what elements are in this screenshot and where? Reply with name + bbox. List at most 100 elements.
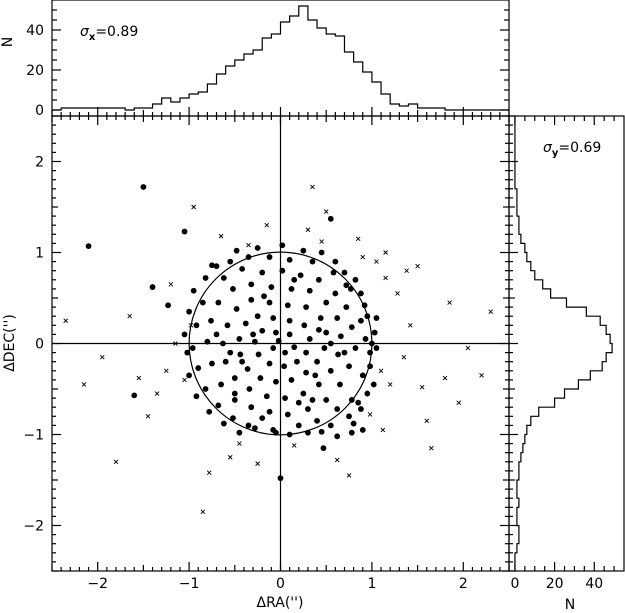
data-point-dot xyxy=(231,375,238,381)
cross-stroke xyxy=(419,384,425,390)
data-point-dot xyxy=(85,243,92,250)
data-point-dot xyxy=(199,299,206,306)
y-axis-label: ΔDEC('') xyxy=(2,314,18,372)
top-histogram-steps xyxy=(52,5,509,111)
right-x-tick-label: 0 xyxy=(510,576,519,592)
data-point-cross xyxy=(319,239,324,244)
data-point-cross xyxy=(154,391,160,396)
data-point-dot xyxy=(181,228,188,235)
x-tick-label: 1 xyxy=(367,576,376,592)
data-point-dot xyxy=(359,372,366,379)
data-point-dot xyxy=(343,304,350,310)
data-point-dot xyxy=(245,422,252,429)
cross-stroke xyxy=(447,300,452,305)
data-point-cross xyxy=(447,300,452,305)
data-point-dot xyxy=(348,397,355,403)
data-point-dot xyxy=(284,411,291,418)
data-point-dot xyxy=(259,327,266,334)
data-point-cross xyxy=(334,457,340,463)
data-point-dot xyxy=(165,302,171,309)
data-point-cross xyxy=(206,470,212,476)
data-point-cross xyxy=(383,250,388,255)
data-point-dot xyxy=(288,286,295,292)
data-point-dot xyxy=(193,393,200,400)
data-point-dot xyxy=(189,345,196,351)
data-point-dot xyxy=(348,324,355,331)
data-point-cross xyxy=(419,384,425,390)
data-point-dot xyxy=(206,408,213,415)
right-tick-labels: 0 20 40 xyxy=(510,576,603,592)
data-point-dot xyxy=(312,372,319,379)
data-point-dot xyxy=(245,254,252,260)
cross-stroke xyxy=(387,382,393,387)
data-point-dot xyxy=(297,272,304,279)
cross-stroke xyxy=(310,184,315,190)
data-point-dot xyxy=(303,349,309,356)
data-point-cross xyxy=(407,322,413,328)
cross-stroke xyxy=(136,375,142,381)
data-point-dot xyxy=(282,395,288,401)
data-point-dot xyxy=(327,422,334,429)
top-y-tick-label: 40 xyxy=(26,23,44,39)
data-point-cross xyxy=(113,459,119,465)
cross-stroke xyxy=(227,454,233,460)
data-point-dot xyxy=(213,331,220,338)
data-point-cross xyxy=(378,368,384,374)
data-point-dot xyxy=(270,427,277,433)
data-point-cross xyxy=(355,236,361,242)
cross-stroke xyxy=(404,268,409,274)
cross-stroke xyxy=(415,263,420,269)
right-histogram-steps xyxy=(514,116,613,571)
data-point-dot xyxy=(273,378,279,385)
data-point-dot xyxy=(371,329,378,336)
data-point-dot xyxy=(286,431,293,438)
cross-stroke xyxy=(264,222,270,228)
data-point-dot xyxy=(273,329,279,336)
data-point-dot xyxy=(202,275,209,281)
data-point-dot xyxy=(321,345,328,351)
data-point-cross xyxy=(218,233,224,239)
main-tick-labels: −2 −1 0 1 2 −2 −1 0 1 2 xyxy=(23,155,467,593)
x-axis-label: ΔRA('') xyxy=(257,595,304,611)
data-point-cross xyxy=(237,441,242,446)
cross-stroke xyxy=(488,309,494,314)
data-point-dot xyxy=(255,351,262,358)
cross-stroke xyxy=(218,233,224,239)
data-point-dot xyxy=(323,329,330,336)
data-point-cross xyxy=(188,322,194,328)
cross-stroke xyxy=(407,322,413,328)
data-point-dot xyxy=(230,286,236,292)
cross-stroke xyxy=(378,368,384,374)
cross-stroke xyxy=(401,354,407,360)
data-point-dot xyxy=(362,336,369,342)
data-point-cross xyxy=(415,263,420,269)
data-point-dot xyxy=(337,333,344,340)
cross-stroke xyxy=(479,373,484,378)
data-point-dot xyxy=(348,429,355,436)
cross-stroke xyxy=(113,459,119,465)
cross-stroke xyxy=(246,242,251,248)
data-point-dot xyxy=(270,315,277,321)
data-point-cross xyxy=(255,461,260,466)
data-point-cross xyxy=(395,291,400,296)
data-point-dot xyxy=(373,345,380,351)
cross-stroke xyxy=(188,322,194,328)
data-point-cross xyxy=(360,254,366,260)
data-point-dot xyxy=(140,184,147,190)
data-point-dot xyxy=(224,322,231,329)
data-point-dot xyxy=(231,390,238,397)
data-point-dot xyxy=(220,340,226,347)
data-point-cross xyxy=(479,373,484,378)
data-point-dot xyxy=(259,269,266,276)
right-x-tick-label: 40 xyxy=(585,576,603,592)
cross-stroke xyxy=(380,427,386,433)
data-point-dot xyxy=(350,420,357,427)
y-tick-label: 0 xyxy=(35,337,44,353)
data-point-dot xyxy=(315,276,322,283)
data-point-dot xyxy=(254,313,261,320)
data-point-dot xyxy=(268,284,275,290)
data-point-dot xyxy=(227,349,234,356)
data-point-dot xyxy=(242,320,249,327)
data-point-dot xyxy=(213,263,220,270)
top-ticks xyxy=(51,9,510,116)
